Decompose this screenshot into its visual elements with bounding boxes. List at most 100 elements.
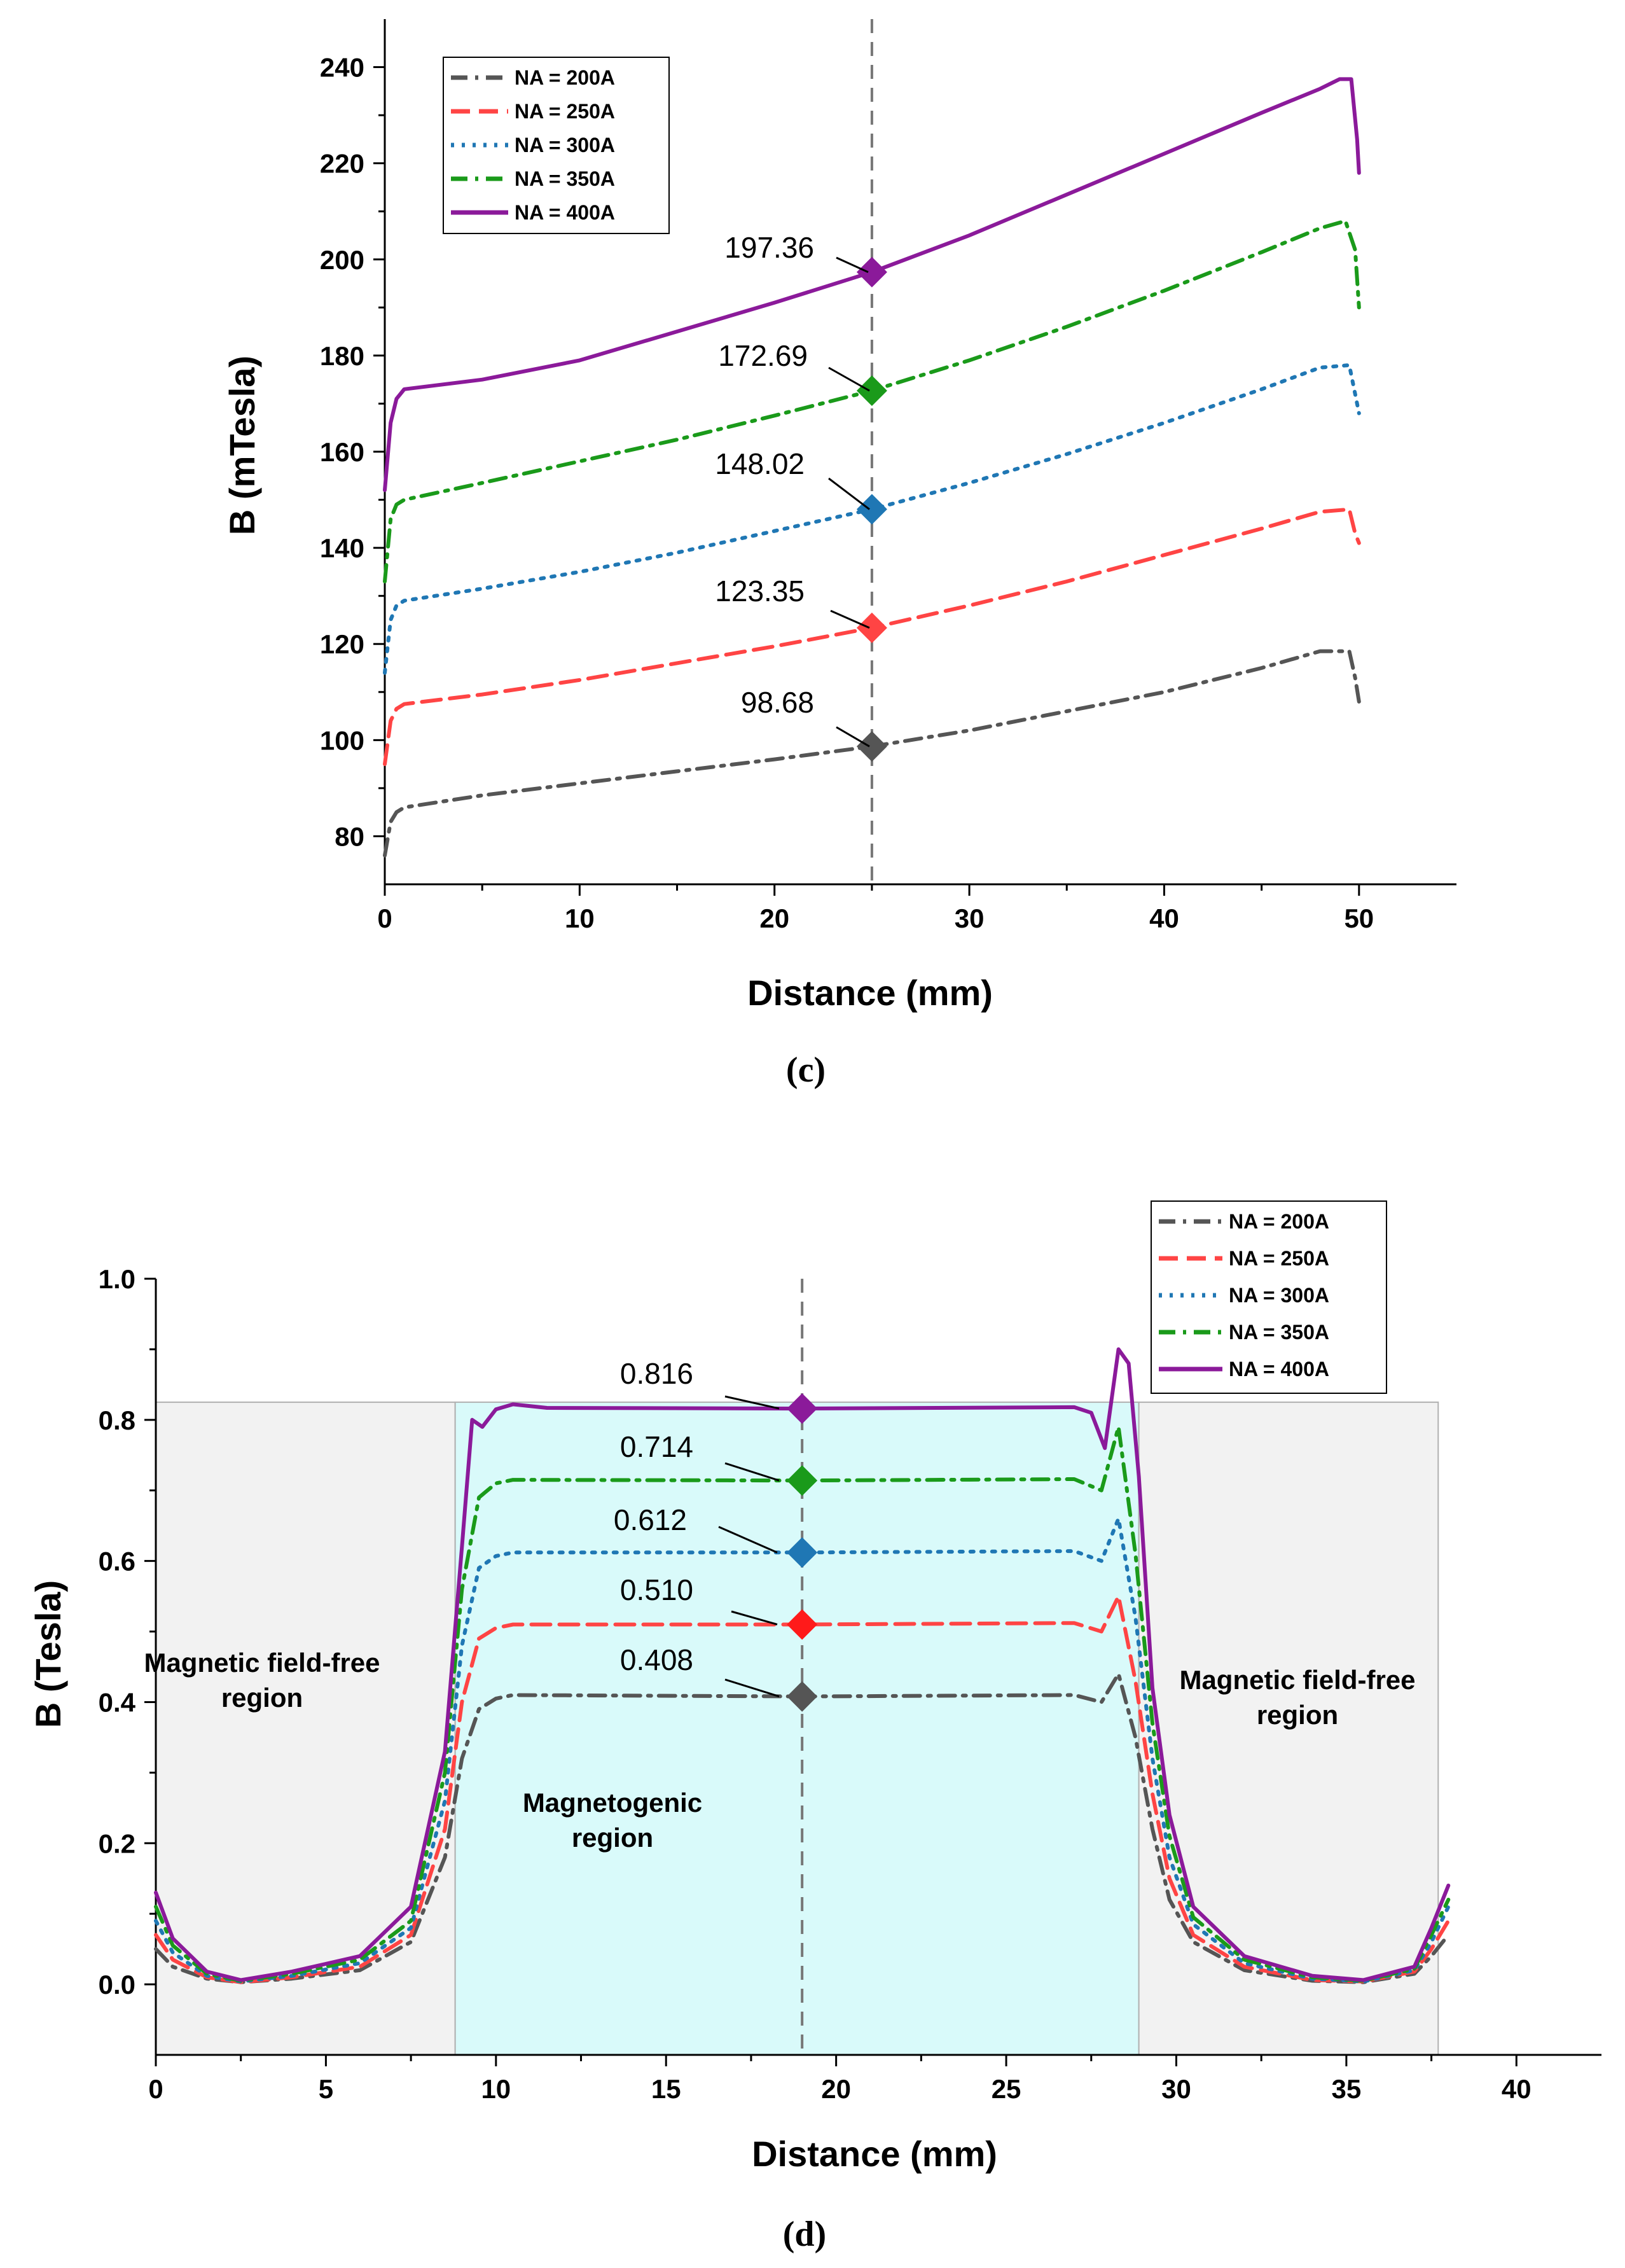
legend-label: NA = 350A [1229, 1321, 1329, 1344]
x-tick-label: 15 [651, 2074, 681, 2104]
x-tick-label: 0 [377, 903, 392, 933]
annotation-leader [724, 1462, 780, 1482]
marker-diamond [856, 375, 887, 407]
x-tick-label: 10 [565, 903, 595, 933]
chart-c-ylabel: B (mTesla) [222, 356, 262, 535]
chart-d: 0 5 10 15 20 25 30 35 40 0.0 0.2 0.4 0.6 0.8 1.0 0.816… [28, 1200, 1601, 2254]
marker-diamond [787, 1609, 818, 1640]
annotation-label: 0.714 [620, 1430, 693, 1463]
chart-d-xlabel: Distance (mm) [752, 2134, 997, 2174]
x-tick-label: 30 [1161, 2074, 1191, 2104]
x-tick-label: 50 [1344, 903, 1374, 933]
region-label-right-1: Magnetic field-free [1179, 1665, 1415, 1695]
x-tick-label: 10 [481, 2074, 511, 2104]
chart-c-annotations: 197.36 172.69 148.02 123.35 98.68 [715, 231, 887, 762]
annotation-leader [836, 256, 869, 274]
annotation-label: 98.68 [741, 686, 814, 719]
region-left-free [155, 1402, 456, 2056]
x-tick-label: 40 [1149, 903, 1179, 933]
annotation-leader [830, 609, 870, 629]
y-tick-label: 0.4 [99, 1687, 136, 1717]
x-tick-label: 35 [1332, 2074, 1362, 2104]
chart-d-caption: (d) [783, 2215, 826, 2254]
x-tick-label: 20 [821, 2074, 851, 2104]
series-line-5 [383, 77, 1361, 492]
annotation-label: 0.408 [620, 1643, 693, 1676]
legend-label: NA = 400A [1229, 1358, 1329, 1381]
chart-c-legend: NA = 200A NA = 250A NA = 300A NA = 350A NA =… [443, 57, 670, 234]
y-tick-label: 0.6 [99, 1547, 135, 1576]
annotation-leader [724, 1395, 780, 1410]
chart-d-legend: NA = 200A NA = 250A NA = 300A NA = 350A NA =… [1151, 1200, 1387, 1394]
y-tick-label: 200 [320, 245, 364, 275]
chart-c-caption: (c) [786, 1050, 826, 1090]
legend-label: NA = 250A [515, 100, 615, 123]
marker-diamond [787, 1465, 818, 1496]
legend-label: NA = 200A [1229, 1210, 1329, 1233]
annotation-leader [724, 1678, 780, 1698]
legend-label: NA = 350A [515, 167, 615, 190]
marker-diamond [787, 1681, 818, 1712]
y-tick-label: 140 [320, 533, 364, 563]
marker-diamond [856, 256, 887, 288]
legend-label: NA = 200A [515, 66, 615, 89]
region-label-left-2: region [221, 1683, 303, 1713]
marker-diamond [856, 612, 887, 643]
y-tick-label: 1.0 [99, 1264, 135, 1294]
annotation-leader [718, 1526, 778, 1554]
chart-d-region-labels: Magnetic field-free region Magnetogenic … [144, 1648, 1415, 1853]
y-tick-label: 100 [320, 725, 364, 755]
marker-diamond [856, 494, 887, 525]
annotation-leader [828, 477, 870, 510]
y-tick-label: 220 [320, 149, 364, 179]
annotation-label: 172.69 [718, 339, 808, 372]
marker-diamond [856, 731, 887, 762]
legend-label: NA = 300A [515, 134, 615, 157]
y-tick-label: 160 [320, 437, 364, 467]
region-label-center-2: region [572, 1823, 653, 1853]
annotation-label: 0.510 [620, 1573, 693, 1606]
x-tick-label: 25 [992, 2074, 1021, 2104]
annotation-label: 0.612 [614, 1503, 687, 1536]
chart-d-axes: 0 5 10 15 20 25 30 35 40 0.0 0.2 0.4 0.6 0.8 1.0 [99, 1264, 1601, 2104]
y-tick-label: 0.8 [99, 1405, 135, 1435]
annotation-label: 197.36 [724, 231, 814, 264]
chart-d-ylabel: B (Tesla) [28, 1580, 68, 1728]
region-label-right-2: region [1257, 1700, 1338, 1730]
marker-diamond [787, 1393, 818, 1424]
annotation-label: 148.02 [715, 447, 805, 480]
chart-d-annotations: 0.816 0.714 0.612 0.510 0.408 [614, 1357, 818, 1712]
annotation-label: 0.816 [620, 1357, 693, 1390]
annotation-label: 123.35 [715, 574, 805, 608]
region-label-center-1: Magnetogenic [523, 1788, 702, 1818]
series-line-5 [154, 1347, 1451, 1982]
legend-label: NA = 300A [1229, 1284, 1329, 1307]
y-tick-label: 240 [320, 53, 364, 83]
legend-box [1151, 1200, 1387, 1394]
y-tick-label: 80 [335, 821, 364, 851]
chart-d-regions [155, 1402, 1439, 2056]
annotation-leader [828, 366, 870, 392]
chart-c-axes: 0 10 20 30 40 50 80 100 120 140 160 180 200 220 240 [320, 19, 1456, 933]
x-tick-label: 20 [759, 903, 789, 933]
annotation-leader [731, 1610, 778, 1625]
chart-c-xlabel: Distance (mm) [747, 973, 993, 1013]
chart-c: 0 10 20 30 40 50 80 100 120 140 160 180 200 220 240 19… [222, 19, 1456, 1090]
y-tick-label: 0.0 [99, 1970, 135, 2000]
x-tick-label: 0 [148, 2074, 163, 2104]
legend-label: NA = 250A [1229, 1247, 1329, 1270]
region-right-free [1138, 1402, 1439, 2056]
marker-diamond [787, 1537, 818, 1568]
y-tick-label: 120 [320, 629, 364, 659]
legend-box [443, 57, 670, 234]
x-tick-label: 40 [1502, 2074, 1532, 2104]
legend-label: NA = 400A [515, 201, 615, 224]
series-line-1 [154, 1672, 1451, 1984]
y-tick-label: 180 [320, 341, 364, 371]
y-tick-label: 0.2 [99, 1828, 135, 1858]
x-tick-label: 5 [319, 2074, 333, 2104]
x-tick-label: 30 [955, 903, 985, 933]
annotation-leader [836, 726, 870, 748]
region-magnetogenic [454, 1402, 1140, 2056]
